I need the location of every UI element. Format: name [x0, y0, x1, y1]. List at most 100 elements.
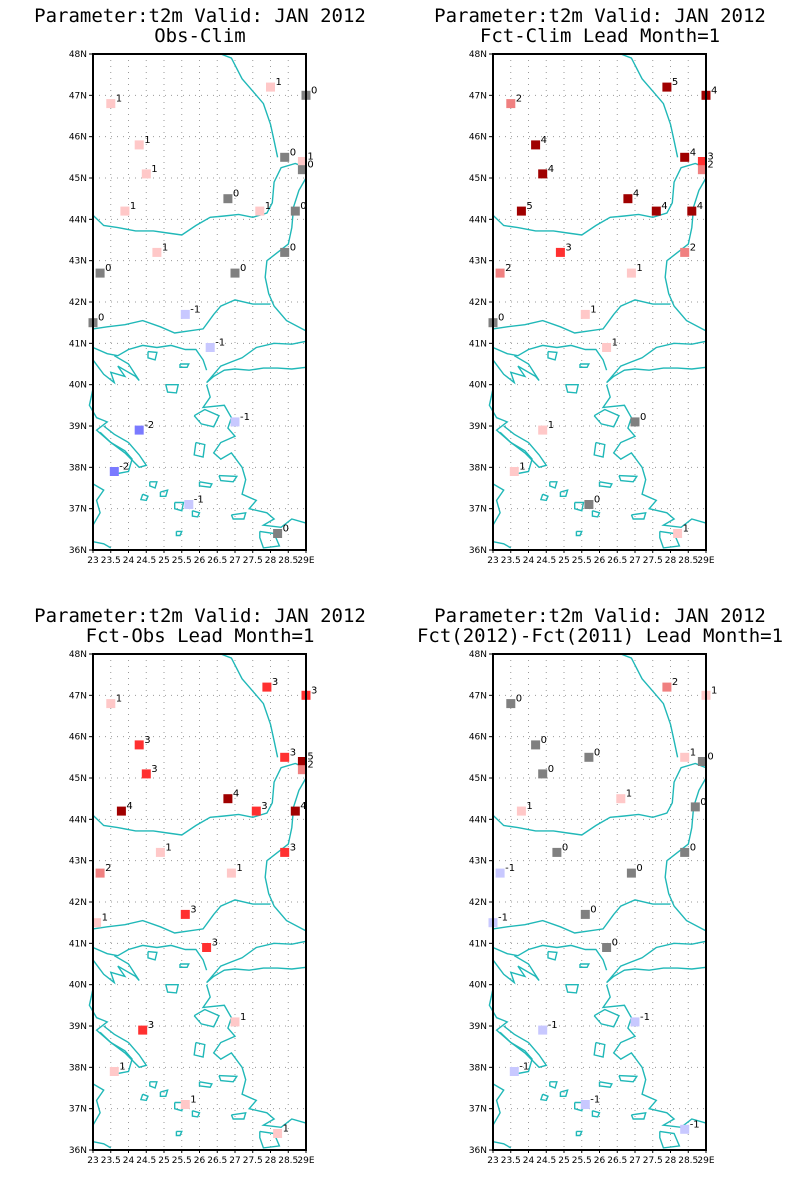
lat-tick-label: 42N [69, 898, 87, 908]
station-value-label: 0 [594, 747, 600, 758]
station-marker [509, 1067, 519, 1076]
lat-tick-label: 47N [69, 691, 87, 701]
coastline [606, 940, 707, 984]
station-value-label: 1 [519, 462, 525, 473]
station-marker [280, 752, 290, 762]
station-value-label: 4 [233, 789, 239, 800]
station-marker [205, 343, 215, 352]
station-value-label: 0 [594, 495, 600, 506]
station-value-label: -2 [144, 420, 154, 431]
station-marker [262, 682, 272, 692]
coastline [664, 777, 707, 932]
coastline [175, 1130, 183, 1137]
coastline [92, 762, 307, 836]
station-marker [495, 268, 505, 278]
station-marker [230, 268, 240, 278]
coastline [492, 762, 707, 836]
lon-tick-label: 27.5 [643, 1156, 663, 1166]
coastline [259, 1130, 281, 1149]
lon-tick-label: 28.5 [678, 556, 698, 566]
lon-tick-label: 25.5 [572, 1156, 592, 1166]
station-marker [134, 740, 144, 750]
lon-tick-label: 26 [594, 1156, 606, 1166]
coastline [574, 1101, 585, 1112]
coastline [593, 1041, 606, 1058]
map-frame [92, 653, 307, 1151]
map-panel-4: Parameter:t2m Valid: JAN 2012Fct(2012)-F… [417, 605, 783, 1166]
station-value-label: 0 [233, 189, 239, 200]
station-marker [680, 247, 690, 257]
station-value-label: 1 [165, 842, 171, 853]
station-value-label: 3 [311, 685, 317, 696]
station-value-label: 1 [636, 263, 642, 274]
coastline [492, 541, 512, 549]
lon-tick-label: 28.5 [278, 556, 298, 566]
coastline [201, 384, 307, 529]
lat-tick-label: 36N [469, 546, 487, 556]
map-frame [92, 53, 307, 551]
station-value-label: -1 [590, 1095, 600, 1106]
lon-tick-label: 26.5 [207, 556, 227, 566]
coastline [574, 501, 585, 512]
lon-tick-label: 28 [665, 1156, 677, 1166]
station-value-label: 0 [240, 263, 246, 274]
station-value-label: 2 [505, 263, 511, 274]
lon-tick-label: 28 [665, 556, 677, 566]
lat-tick-label: 40N [69, 981, 87, 991]
coastline [579, 963, 591, 968]
station-value-label: 0 [541, 735, 547, 746]
coastline [92, 955, 140, 985]
station-marker [273, 529, 283, 538]
lon-tick-label: 28.5 [278, 1156, 298, 1166]
station-marker [297, 757, 307, 766]
station-marker [673, 529, 683, 538]
lat-tick-label: 43N [69, 257, 87, 267]
station-value-label: 1 [683, 524, 689, 535]
station-marker [580, 309, 590, 319]
station-value-label: 1 [240, 1012, 246, 1023]
station-value-label: 1 [276, 77, 282, 88]
coastline [147, 350, 158, 361]
lat-tick-label: 47N [469, 691, 487, 701]
coastline [99, 425, 148, 469]
lon-tick-label: 29E [697, 556, 714, 566]
lon-tick-label: 25 [158, 1156, 169, 1166]
station-marker [538, 1025, 548, 1035]
coastline [206, 940, 307, 984]
station-value-label: 0 [498, 313, 504, 324]
coastline [565, 984, 580, 994]
map-frame [492, 53, 707, 551]
station-value-label: 1 [711, 685, 717, 696]
coastline [593, 1008, 620, 1028]
coastline [206, 340, 307, 384]
station-value-label: 0 [562, 842, 568, 853]
station-marker [226, 868, 236, 878]
lon-tick-label: 23.5 [101, 556, 121, 566]
coastline [99, 1025, 148, 1069]
coastline [492, 1141, 512, 1149]
coastline [499, 425, 548, 469]
station-marker [516, 206, 526, 216]
station-marker [106, 699, 116, 709]
station-marker [531, 140, 541, 150]
lat-tick-label: 38N [69, 463, 87, 473]
coastline [193, 1008, 220, 1028]
station-value-label: 3 [148, 1020, 154, 1031]
lat-tick-label: 37N [69, 1105, 87, 1115]
station-value-label: 0 [636, 863, 642, 874]
coastline [606, 340, 707, 384]
lat-tick-label: 46N [69, 733, 87, 743]
station-value-label: 2 [707, 160, 713, 171]
station-marker [662, 682, 672, 692]
lat-tick-label: 39N [69, 1022, 87, 1032]
station-marker [538, 425, 548, 435]
lat-tick-label: 36N [69, 1146, 87, 1156]
station-value-label: 1 [162, 242, 168, 253]
station-value-label: 1 [265, 201, 271, 212]
station-marker [297, 765, 307, 775]
lon-tick-label: 24 [123, 1156, 135, 1166]
coastline [559, 1089, 569, 1097]
coastline [630, 511, 647, 520]
lon-tick-label: 23.5 [501, 556, 521, 566]
